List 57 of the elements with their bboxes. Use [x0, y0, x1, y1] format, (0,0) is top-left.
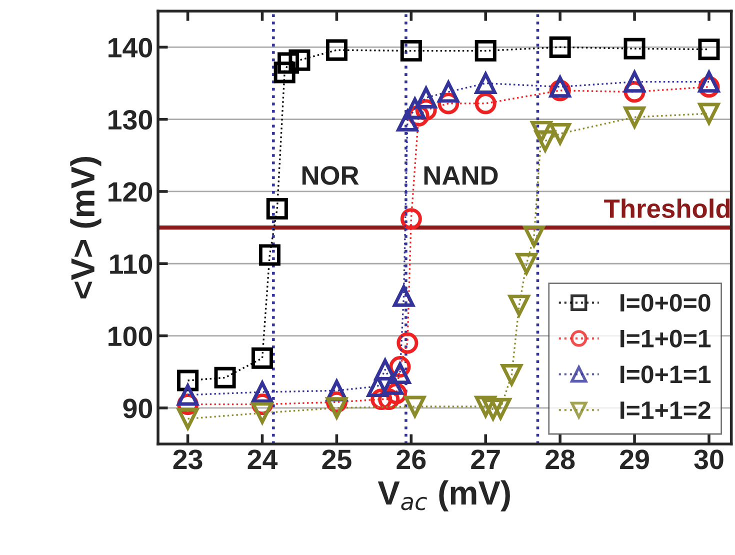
point: [326, 397, 348, 419]
point: [400, 40, 422, 62]
point: [214, 366, 236, 388]
point: [534, 130, 556, 152]
point: [288, 49, 310, 71]
x-axis-title: V$_{ac}$ (mV): [378, 480, 510, 512]
point: [404, 396, 426, 418]
legend-label: I=1+0=1: [620, 330, 711, 348]
annotation: NAND: [424, 166, 498, 185]
ref-line-label: Threshold: [604, 198, 730, 218]
point: [252, 381, 274, 403]
point: [474, 92, 496, 114]
point: [400, 208, 422, 230]
x-tick-label: 30: [694, 450, 724, 470]
point: [698, 38, 720, 60]
y-tick-label: 110: [110, 254, 152, 274]
x-tick-label: 29: [620, 450, 649, 470]
point: [382, 373, 404, 395]
x-tick-label: 24: [248, 450, 278, 469]
point: [177, 408, 199, 430]
annotation: NOR: [302, 166, 359, 185]
x-tick-label: 25: [322, 450, 352, 470]
point: [396, 332, 418, 354]
y-axis-title: <V> (mV): [70, 156, 102, 298]
y-tick-label: 100: [108, 326, 152, 346]
x-tick-label: 28: [546, 450, 575, 470]
point: [698, 102, 720, 124]
point: [258, 244, 280, 266]
point: [482, 398, 504, 420]
y-tick-label: 120: [108, 182, 152, 202]
point: [326, 39, 348, 61]
point: [252, 402, 274, 424]
legend-label: I=0+1=1: [620, 366, 711, 384]
legend-label: I=1+1=2: [620, 401, 710, 419]
point: [438, 81, 460, 103]
point: [177, 384, 199, 406]
point: [474, 72, 496, 94]
x-tick-label: 23: [173, 450, 202, 470]
y-tick-label: 130: [108, 110, 152, 130]
point: [530, 120, 552, 142]
y-tick-label: 90: [123, 398, 152, 418]
point: [474, 40, 496, 62]
legend-label: I=0+0=0: [620, 294, 710, 312]
y-tick-label: 140: [108, 38, 152, 58]
point: [549, 36, 571, 58]
point: [392, 285, 414, 307]
point: [252, 347, 274, 369]
point: [474, 396, 496, 418]
point: [549, 122, 571, 145]
x-tick-label: 27: [471, 450, 500, 469]
point: [508, 294, 530, 316]
point: [278, 52, 300, 74]
point: [415, 86, 437, 108]
x-tick-label: 26: [396, 450, 426, 470]
point: [624, 38, 646, 60]
point: [266, 198, 288, 220]
point: [274, 62, 296, 84]
